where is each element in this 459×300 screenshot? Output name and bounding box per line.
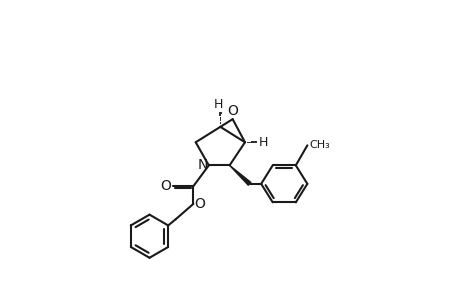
Text: H: H — [258, 136, 268, 149]
Text: O: O — [160, 179, 171, 193]
Text: CH₃: CH₃ — [308, 140, 329, 150]
Polygon shape — [229, 165, 250, 185]
Text: O: O — [194, 197, 205, 211]
Text: H: H — [213, 98, 223, 111]
Text: N: N — [197, 158, 207, 172]
Text: O: O — [227, 104, 238, 118]
